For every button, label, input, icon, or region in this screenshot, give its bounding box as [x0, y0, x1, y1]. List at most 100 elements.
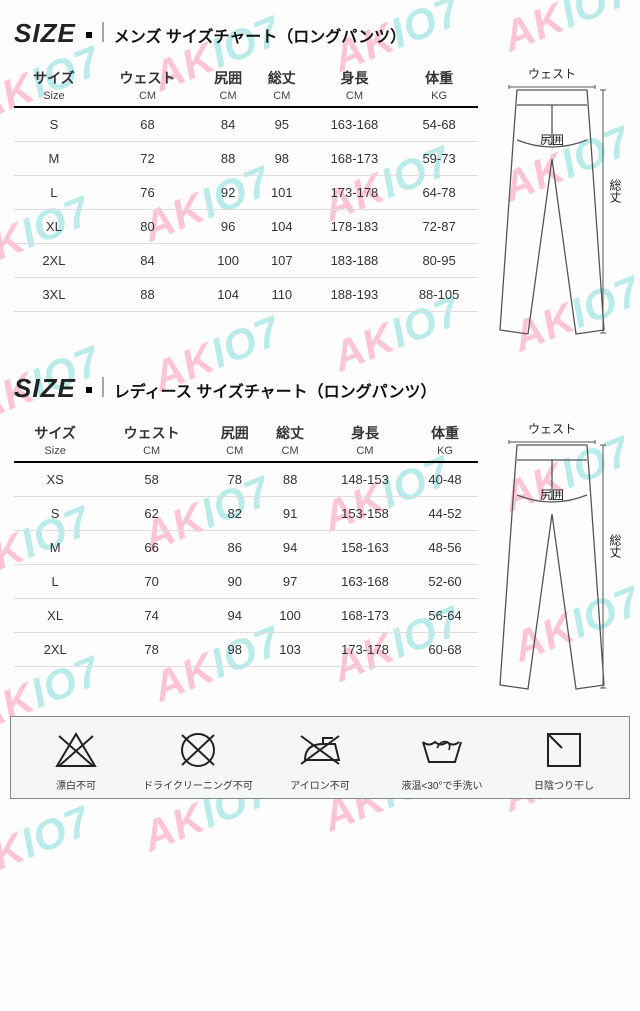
diagram-waist-label: ウェスト	[498, 65, 606, 82]
table-cell: 84	[201, 107, 255, 142]
table-cell: 70	[96, 565, 207, 599]
table-header-cell: 総丈CM	[262, 414, 317, 462]
table-row: S688495163-16854-68	[14, 107, 478, 142]
table-cell: 56-64	[412, 599, 478, 633]
table-header-cell: 身長CM	[309, 59, 401, 107]
diagram-length-label: 総丈	[607, 534, 624, 558]
table-cell: 110	[255, 278, 309, 312]
table-cell: 44-52	[412, 497, 478, 531]
table-cell: 88	[262, 462, 317, 497]
table-cell: 98	[255, 142, 309, 176]
no-iron-icon	[262, 727, 378, 773]
table-cell: 59-73	[400, 142, 478, 176]
table-cell: XL	[14, 599, 96, 633]
table-cell: 54-68	[400, 107, 478, 142]
bar-icon	[102, 377, 104, 397]
table-cell: 91	[262, 497, 317, 531]
table-cell: 84	[94, 244, 201, 278]
table-row: XL8096104178-18372-87	[14, 210, 478, 244]
table-cell: M	[14, 531, 96, 565]
table-cell: 107	[255, 244, 309, 278]
table-cell: L	[14, 176, 94, 210]
ladies-heading: SIZE レディース サイズチャート（ロングパンツ）	[14, 373, 626, 404]
table-header-cell: ウェストCM	[96, 414, 207, 462]
bar-icon	[102, 22, 104, 42]
table-cell: 103	[262, 633, 317, 667]
mens-title: メンズ サイズチャート（ロングパンツ）	[114, 23, 406, 47]
ladies-diagram: ウェスト 尻囲 総丈	[478, 414, 626, 700]
table-row: S628291153-15844-52	[14, 497, 478, 531]
table-cell: 163-168	[309, 107, 401, 142]
size-word: SIZE	[14, 18, 76, 49]
table-cell: 2XL	[14, 244, 94, 278]
table-cell: XL	[14, 210, 94, 244]
dot-icon	[86, 32, 92, 38]
no-dryclean-icon	[140, 727, 256, 773]
pants-icon	[497, 440, 607, 700]
care-label: アイロン不可	[262, 777, 378, 792]
care-no-dryclean: ドライクリーニング不可	[140, 727, 256, 792]
table-cell: 78	[207, 462, 262, 497]
table-cell: 90	[207, 565, 262, 599]
care-no-iron: アイロン不可	[262, 727, 378, 792]
table-cell: 168-173	[309, 142, 401, 176]
table-cell: 100	[201, 244, 255, 278]
ladies-section: SIZE レディース サイズチャート（ロングパンツ） サイズSizeウェストCM…	[0, 355, 640, 710]
table-row: L709097163-16852-60	[14, 565, 478, 599]
ladies-tbody: XS587888148-15340-48S628291153-15844-52M…	[14, 462, 478, 667]
pants-icon	[497, 85, 607, 345]
table-cell: 88	[94, 278, 201, 312]
ladies-table: サイズSizeウェストCM尻囲CM総丈CM身長CM体重KG XS58788814…	[14, 414, 478, 667]
table-row: 3XL88104110188-19388-105	[14, 278, 478, 312]
no-bleach-icon	[18, 727, 134, 773]
table-header-row: サイズSizeウェストCM尻囲CM総丈CM身長CM体重KG	[14, 59, 478, 107]
table-cell: 96	[201, 210, 255, 244]
table-row: 2XL7898103173-17860-68	[14, 633, 478, 667]
table-cell: 173-178	[309, 176, 401, 210]
table-cell: 104	[201, 278, 255, 312]
table-cell: 48-56	[412, 531, 478, 565]
care-shade-dry: 日陰つり干し	[506, 727, 622, 792]
table-cell: S	[14, 497, 96, 531]
diagram-length-label: 総丈	[607, 179, 624, 203]
table-row: M728898168-17359-73	[14, 142, 478, 176]
table-header-cell: サイズSize	[14, 414, 96, 462]
table-header-cell: 尻囲CM	[201, 59, 255, 107]
table-cell: 3XL	[14, 278, 94, 312]
table-cell: 101	[255, 176, 309, 210]
table-cell: L	[14, 565, 96, 599]
table-cell: 88-105	[400, 278, 478, 312]
table-row: XS587888148-15340-48	[14, 462, 478, 497]
table-cell: 80-95	[400, 244, 478, 278]
table-cell: 40-48	[412, 462, 478, 497]
table-row: XL7494100168-17356-64	[14, 599, 478, 633]
table-cell: 68	[94, 107, 201, 142]
care-label: 日陰つり干し	[506, 777, 622, 792]
table-cell: 72	[94, 142, 201, 176]
table-cell: 78	[96, 633, 207, 667]
table-cell: 104	[255, 210, 309, 244]
table-cell: 168-173	[318, 599, 412, 633]
table-cell: 163-168	[318, 565, 412, 599]
size-word: SIZE	[14, 373, 76, 404]
table-cell: 148-153	[318, 462, 412, 497]
table-cell: XS	[14, 462, 96, 497]
ladies-title: レディース サイズチャート（ロングパンツ）	[114, 378, 437, 402]
mens-section: SIZE メンズ サイズチャート（ロングパンツ） サイズSizeウェストCM尻囲…	[0, 0, 640, 355]
table-cell: 98	[207, 633, 262, 667]
table-header-cell: サイズSize	[14, 59, 94, 107]
table-cell: 76	[94, 176, 201, 210]
mens-tbody: S688495163-16854-68M728898168-17359-73L7…	[14, 107, 478, 312]
care-label: 漂白不可	[18, 777, 134, 792]
mens-table: サイズSizeウェストCM尻囲CM総丈CM身長CM体重KG S688495163…	[14, 59, 478, 312]
table-cell: 52-60	[412, 565, 478, 599]
table-cell: M	[14, 142, 94, 176]
table-cell: 66	[96, 531, 207, 565]
mens-diagram: ウェスト 尻囲 総丈	[478, 59, 626, 345]
table-cell: 80	[94, 210, 201, 244]
table-cell: 188-193	[309, 278, 401, 312]
care-no-bleach: 漂白不可	[18, 727, 134, 792]
watermark-text: AKIO7	[0, 797, 98, 891]
table-cell: 92	[201, 176, 255, 210]
table-cell: 86	[207, 531, 262, 565]
